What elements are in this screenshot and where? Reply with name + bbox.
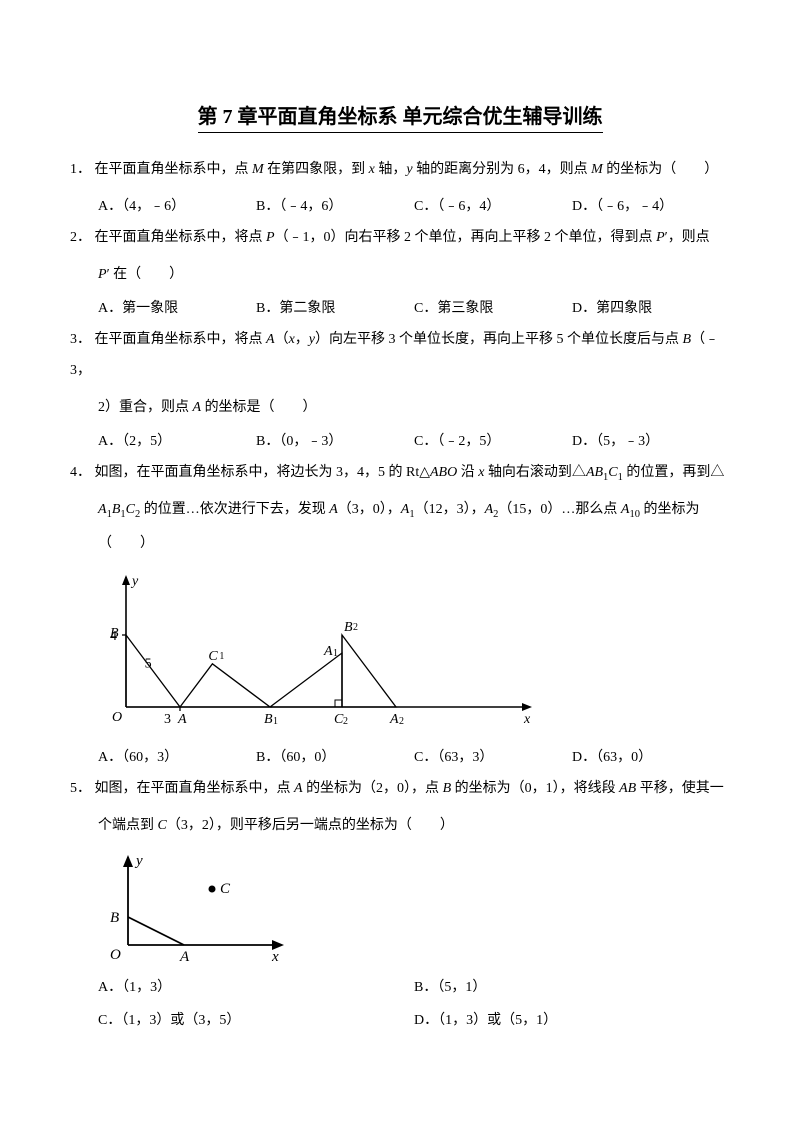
- svg-text:1: 1: [333, 648, 338, 659]
- question-5: 5． 如图，在平面直角坐标系中，点 A 的坐标为（2，0），点 B 的坐标为（0…: [70, 774, 730, 805]
- q3-optC: C．（﹣2，5）: [414, 425, 572, 459]
- q4-optA: A．（60，3）: [98, 741, 256, 775]
- q5-num: 5．: [70, 781, 91, 796]
- svg-text:x: x: [271, 949, 279, 965]
- svg-text:2: 2: [353, 622, 358, 633]
- q5-options: A．（1，3） B．（5，1） C．（1，3）或（3，5） D．（1，3）或（5…: [70, 971, 730, 1038]
- q3-options: A．（2，5） B．（0，﹣3） C．（﹣2，5） D．（5，﹣3）: [70, 425, 730, 459]
- q2-optD: D．第四象限: [572, 292, 730, 326]
- q5-optA: A．（1，3）: [98, 971, 414, 1005]
- svg-text:1: 1: [219, 650, 224, 661]
- q2-options: A．第一象限 B．第二象限 C．第三象限 D．第四象限: [70, 292, 730, 326]
- svg-text:3: 3: [164, 712, 171, 727]
- q4-optC: C．（63，3）: [414, 741, 572, 775]
- q3-num: 3．: [70, 332, 91, 347]
- svg-text:B: B: [344, 620, 353, 635]
- q4-stem: 如图，在平面直角坐标系中，将边长为 3，4，5 的 Rt△ABO 沿 x 轴向右…: [95, 465, 725, 480]
- svg-text:O: O: [110, 947, 121, 963]
- q5-figure: Oy x B A C: [70, 849, 730, 969]
- svg-text:y: y: [134, 853, 143, 869]
- q2-stem: 在平面直角坐标系中，将点 P（﹣1，0）向右平移 2 个单位，再向上平移 2 个…: [95, 230, 710, 245]
- q2-optB: B．第二象限: [256, 292, 414, 326]
- question-1: 1． 在平面直角坐标系中，点 M 在第四象限，到 x 轴，y 轴的距离分别为 6…: [70, 155, 730, 186]
- q1-optA: A．（4，﹣6）: [98, 190, 256, 224]
- svg-text:B: B: [110, 910, 119, 926]
- q2-optC: C．第三象限: [414, 292, 572, 326]
- q5-optC: C．（1，3）或（3，5）: [98, 1004, 414, 1038]
- svg-text:C: C: [220, 881, 231, 897]
- svg-text:B: B: [264, 712, 273, 727]
- q4-options: A．（60，3） B．（60，0） C．（63，3） D．（63，0）: [70, 741, 730, 775]
- q1-optB: B．（﹣4，6）: [256, 190, 414, 224]
- svg-text:5: 5: [145, 656, 152, 671]
- q3-stem: 在平面直角坐标系中，将点 A（x，y）向左平移 3 个单位长度，再向上平移 5 …: [70, 332, 719, 378]
- page-title: 第 7 章平面直角坐标系 单元综合优生辅导训练: [198, 100, 603, 133]
- title-wrap: 第 7 章平面直角坐标系 单元综合优生辅导训练: [70, 100, 730, 155]
- q5-optB: B．（5，1）: [414, 971, 730, 1005]
- q1-options: A．（4，﹣6） B．（﹣4，6） C．（﹣6，4） D．（﹣6，﹣4）: [70, 190, 730, 224]
- q1-num: 1．: [70, 162, 91, 177]
- q4-svg: yxO34BA5C1B1A1C2B2A2: [98, 567, 538, 739]
- question-4: 4． 如图，在平面直角坐标系中，将边长为 3，4，5 的 Rt△ABO 沿 x …: [70, 458, 730, 489]
- svg-text:C: C: [208, 648, 218, 663]
- q5-line2: 个端点到 C（3，2），则平移后另一端点的坐标为（ ）: [70, 809, 730, 843]
- question-3: 3． 在平面直角坐标系中，将点 A（x，y）向左平移 3 个单位长度，再向上平移…: [70, 325, 730, 387]
- svg-text:O: O: [112, 710, 122, 725]
- svg-text:A: A: [179, 949, 190, 965]
- q3-optA: A．（2，5）: [98, 425, 256, 459]
- q4-optB: B．（60，0）: [256, 741, 414, 775]
- svg-text:2: 2: [399, 716, 404, 727]
- q4-num: 4．: [70, 465, 91, 480]
- q3-optD: D．（5，﹣3）: [572, 425, 730, 459]
- q4-optD: D．（63，0）: [572, 741, 730, 775]
- question-2: 2． 在平面直角坐标系中，将点 P（﹣1，0）向右平移 2 个单位，再向上平移 …: [70, 223, 730, 254]
- q2-optA: A．第一象限: [98, 292, 256, 326]
- q5-optD: D．（1，3）或（5，1）: [414, 1004, 730, 1038]
- q3-optB: B．（0，﹣3）: [256, 425, 414, 459]
- svg-text:A: A: [323, 644, 333, 659]
- q2-line2: P′ 在（ ）: [70, 258, 730, 292]
- svg-text:A: A: [177, 712, 187, 727]
- q2-num: 2．: [70, 230, 91, 245]
- q4-line2: A1B1C2 的位置…依次进行下去，发现 A（3，0），A1（12，3），A2（…: [70, 493, 730, 561]
- q1-optD: D．（﹣6，﹣4）: [572, 190, 730, 224]
- q4-figure: yxO34BA5C1B1A1C2B2A2: [70, 567, 730, 739]
- svg-text:1: 1: [273, 716, 278, 727]
- svg-text:x: x: [523, 712, 531, 727]
- svg-text:B: B: [110, 626, 119, 641]
- svg-text:y: y: [130, 574, 139, 589]
- q1-stem: 在平面直角坐标系中，点 M 在第四象限，到 x 轴，y 轴的距离分别为 6，4，…: [95, 162, 719, 177]
- q5-svg: Oy x B A C: [98, 849, 288, 969]
- q1-optC: C．（﹣6，4）: [414, 190, 572, 224]
- q5-stem: 如图，在平面直角坐标系中，点 A 的坐标为（2，0），点 B 的坐标为（0，1）…: [95, 781, 724, 796]
- q3-line2: 2）重合，则点 A 的坐标是（ ）: [70, 391, 730, 425]
- svg-text:A: A: [389, 712, 399, 727]
- svg-text:2: 2: [343, 716, 348, 727]
